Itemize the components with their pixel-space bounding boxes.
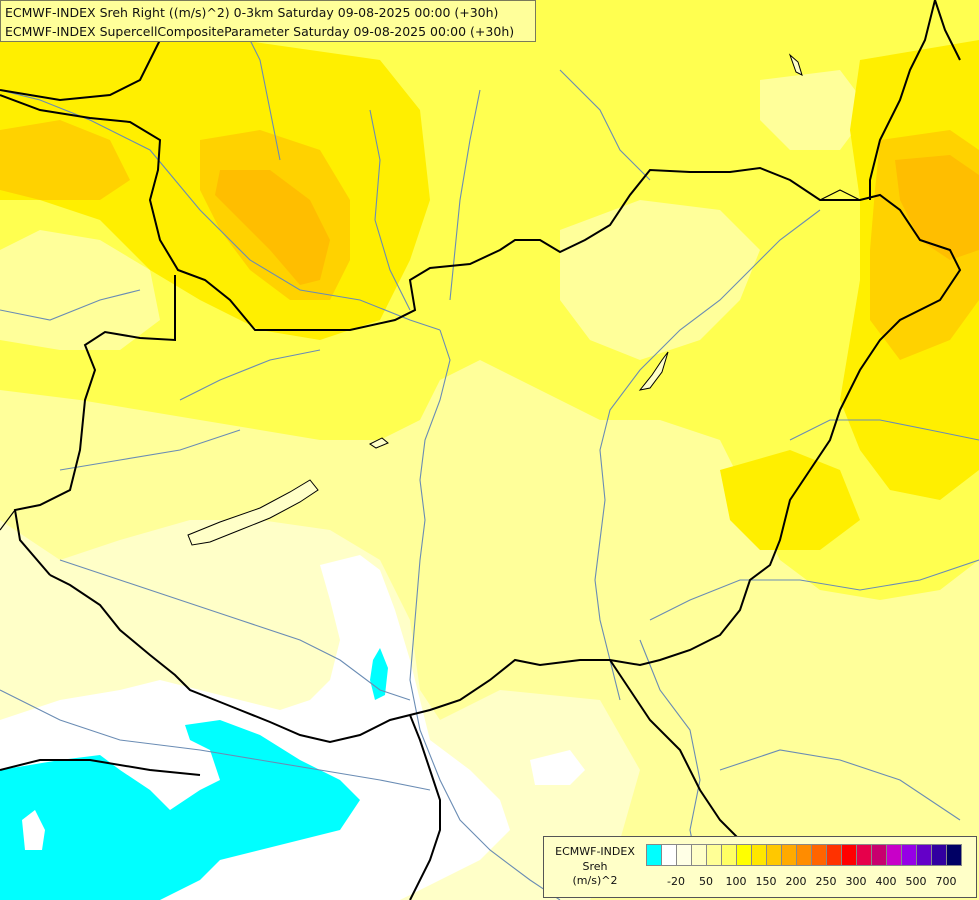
legend-tick-label: 250 [815,875,837,888]
legend: ECMWF-INDEX Sreh (m/s)^2 -20 50 100 150 200 2… [543,836,977,898]
legend-swatch [646,844,662,866]
border-cz-at-sk [0,94,962,744]
border-east-ua [869,0,936,200]
legend-tick-label: 300 [845,875,867,888]
legend-tick-labels: -20 50 100 150 200 250 300 400 500 700 [646,875,976,891]
map-title-line1: ECMWF-INDEX Sreh Right ((m/s)^2) 0-3km S… [5,5,499,20]
legend-swatch [811,844,827,866]
field-cyan-lake [370,648,388,700]
legend-swatch [826,844,842,866]
legend-swatch [706,844,722,866]
field-pale-patch-west [0,230,160,350]
legend-swatch [721,844,737,866]
legend-tick-label: 400 [875,875,897,888]
legend-title-line3: (m/s)^2 [572,874,618,887]
border-ne-corner [934,0,961,61]
border-hr-ba [0,759,201,776]
river-mures [649,559,979,621]
river-danube-upper [0,89,441,331]
legend-swatch [841,844,857,866]
river-drava [59,559,411,701]
legend-swatch [916,844,932,866]
legend-swatch [691,844,707,866]
river-danube-middle [409,329,561,900]
river-tisza [594,209,821,701]
legend-title: ECMWF-INDEX Sreh (m/s)^2 [548,845,642,889]
field-cyan-south [0,720,360,900]
legend-tick-label: 150 [755,875,777,888]
legend-swatch [736,844,752,866]
field-pale-patch-north [760,70,870,150]
legend-tick-label: 50 [699,875,713,888]
field-deep-orange-east [895,155,979,260]
legend-swatch [946,844,962,866]
legend-swatch [796,844,812,866]
legend-swatch [751,844,767,866]
legend-swatch [901,844,917,866]
legend-color-scale [646,844,962,866]
field-white-island [530,750,585,785]
map-title-line2: ECMWF-INDEX SupercellCompositeParameter … [5,24,515,39]
rivers-layer [0,19,979,900]
legend-tick-label: -20 [667,875,685,888]
river-raba [179,349,321,401]
legend-swatch [871,844,887,866]
legend-swatch [931,844,947,866]
border-sk-ua [819,189,861,201]
river-west-2 [59,429,241,471]
field-pale-patch-center [560,200,760,360]
legend-tick-label: 700 [935,875,957,888]
river-sava [0,689,431,791]
lake-small-center [369,437,389,449]
river-south-1 [719,749,961,821]
field-deep-orange-north [215,170,330,285]
legend-swatch [886,844,902,866]
river-vah [369,109,411,311]
river-north-1 [559,69,651,181]
legend-swatch [766,844,782,866]
border-south-rs [409,714,441,900]
map-title-box: ECMWF-INDEX Sreh Right ((m/s)^2) 0-3km S… [0,0,536,42]
field-orange-west [0,120,130,200]
legend-tick-label: 500 [905,875,927,888]
legend-swatch [661,844,677,866]
legend-swatch [676,844,692,866]
river-somes [789,419,979,441]
river-west-1 [0,289,141,321]
lake-balaton [187,479,319,546]
legend-title-line1: ECMWF-INDEX [555,845,635,858]
legend-tick-label: 200 [785,875,807,888]
legend-title-line2: Sreh [582,859,608,873]
legend-swatch [781,844,797,866]
legend-swatch [856,844,872,866]
border-hr-west [0,509,16,531]
legend-tick-label: 100 [725,875,747,888]
lake-small-east [638,351,669,391]
field-white-hole [22,810,45,850]
lake-small-north [788,53,803,76]
borders-thin-layer [0,189,861,531]
